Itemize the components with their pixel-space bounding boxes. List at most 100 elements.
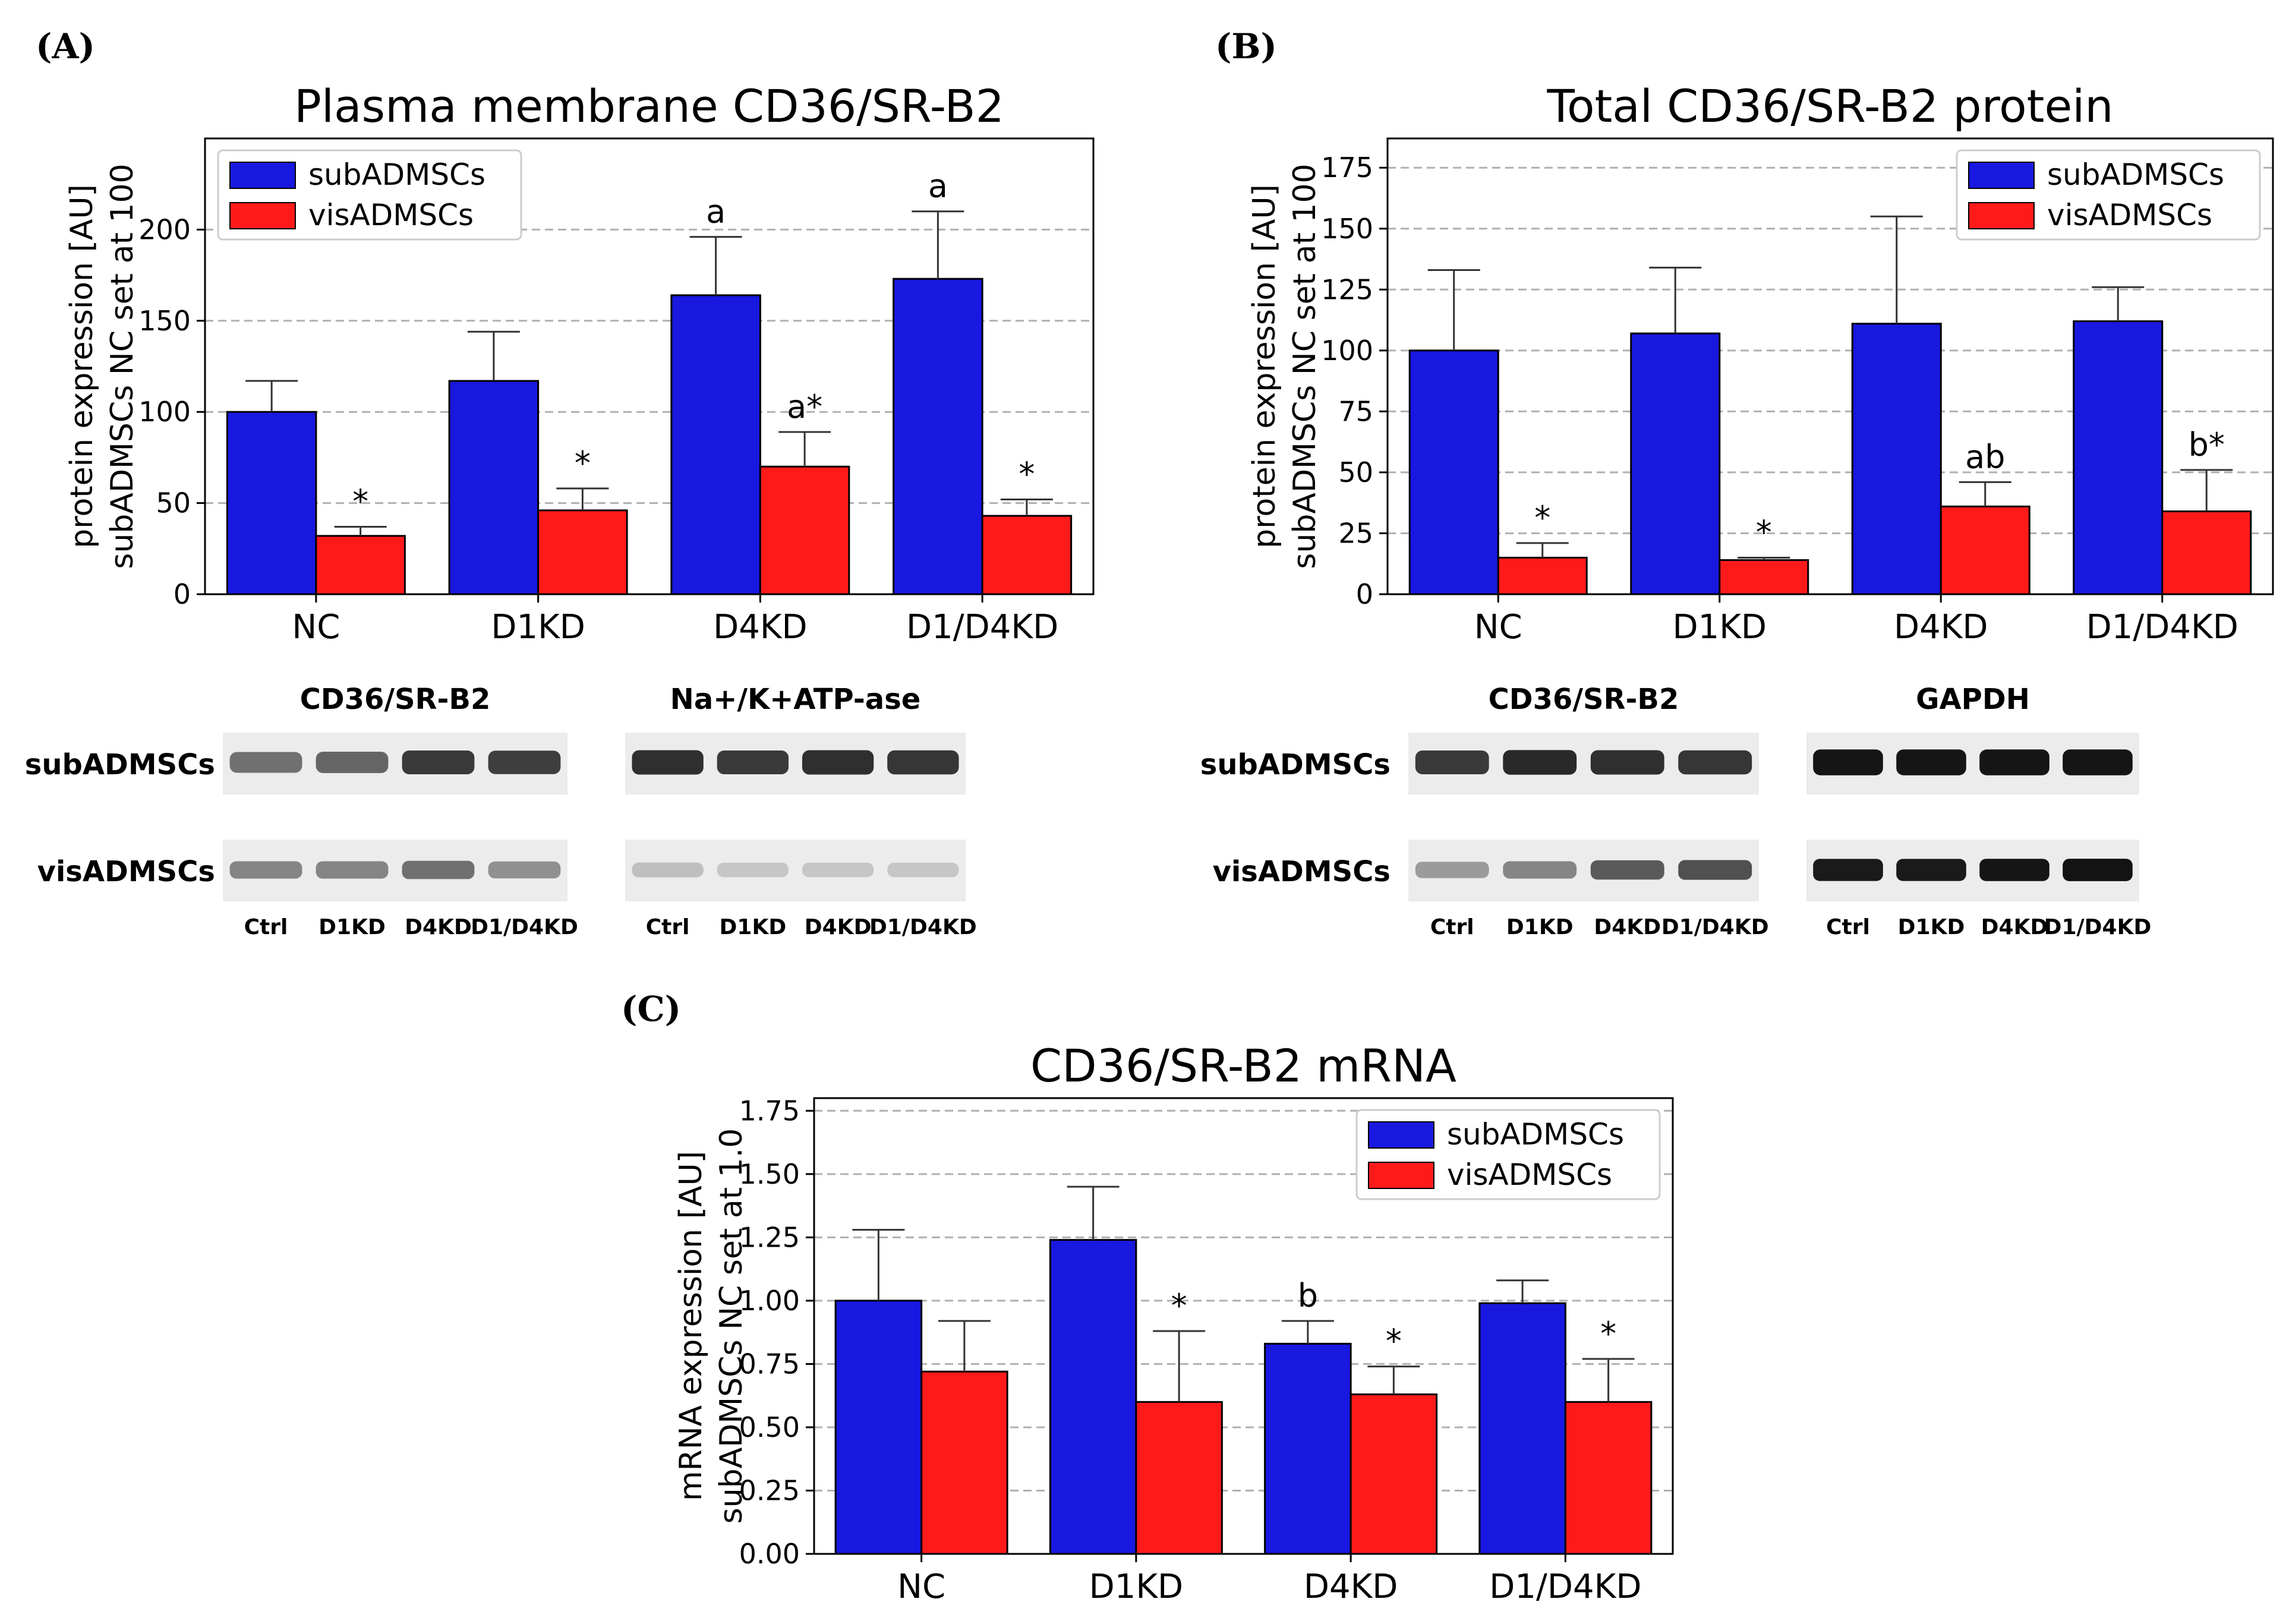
chart-a-xtick-label-d1kd: D1KD <box>491 608 585 647</box>
chart-a-bar-visadmscs-d1kd <box>537 509 628 595</box>
blot-a-group-na-k-atp-ase-band-vis-d1-d4kd <box>887 862 959 878</box>
chart-c-ytick-label: 0.25 <box>739 1474 800 1506</box>
chart-b-ylabel-line-2: subADMSCs NC set at 100 <box>1287 163 1323 569</box>
blot-b-group-gapdh-title: GAPDH <box>1916 683 2030 716</box>
blot-a-row-label-sub: subADMSCs <box>25 748 215 781</box>
blot-a-group-na-k-atp-ase-band-vis-ctrl <box>632 862 704 878</box>
chart-b-bar-subadmscs-d1kd <box>1630 332 1721 595</box>
blot-b-group-cd36-sr-b2-band-vis-d4kd <box>1590 860 1664 880</box>
chart-c-legend-swatch-subadmscs <box>1368 1121 1434 1149</box>
chart-b-ytick-label: 125 <box>1321 273 1373 305</box>
chart-b-xtick-label-d4kd: D4KD <box>1894 608 1988 647</box>
blot-b-group-cd36-sr-b2-lane-label-d1-d4kd: D1/D4KD <box>1661 915 1769 939</box>
chart-c-ytick-label: 0.50 <box>739 1411 800 1443</box>
chart-a-legend-label-subadmscs: subADMSCs <box>308 157 485 192</box>
chart-b-annotation: b* <box>2189 426 2225 463</box>
chart-b-ytick-label: 25 <box>1338 517 1373 549</box>
chart-a-bar-subadmscs-d1kd <box>448 380 540 595</box>
chart-b-legend-swatch-visadmscs <box>1968 202 2035 229</box>
blot-b-group-cd36-sr-b2-band-vis-ctrl <box>1415 862 1489 878</box>
chart-c-title: CD36/SR-B2 mRNA <box>1030 1039 1456 1092</box>
blot-b-group-gapdh-band-vis-ctrl <box>1813 859 1883 881</box>
chart-b-bar-subadmscs-nc <box>1408 349 1499 595</box>
chart-a-legend-swatch-subadmscs <box>229 162 296 189</box>
chart-b-ytick-label: 175 <box>1321 152 1373 184</box>
blot-a-group-na-k-atp-ase-title: Na+/K+ATP-ase <box>670 683 921 716</box>
chart-c-annotation: * <box>1600 1315 1616 1352</box>
chart-a-legend: subADMSCs visADMSCs <box>217 149 522 241</box>
blot-b-group-cd36-sr-b2-lane-label-ctrl: Ctrl <box>1430 915 1474 939</box>
chart-a-xtick-label-d1-d4kd: D1/D4KD <box>906 608 1058 647</box>
chart-c-legend: subADMSCs visADMSCs <box>1355 1109 1661 1200</box>
blot-a-group-na-k-atp-ase-lane-label-d1-d4kd: D1/D4KD <box>869 915 977 939</box>
chart-c: b * * * 0.00 0.25 0.50 0.75 1.00 1.25 1.50 1.75 NC D1… <box>673 1039 1674 1606</box>
chart-a-annotation: * <box>1019 455 1035 493</box>
blot-a-group-cd36-sr-b2-lane-label-d4kd: D4KD <box>405 915 472 939</box>
chart-c-annotation: b <box>1298 1277 1318 1314</box>
blot-b-row-label-sub: subADMSCs <box>1200 748 1390 781</box>
blot-a-group-cd36-sr-b2-band-sub-d1-d4kd <box>488 750 561 774</box>
blot-b-group-gapdh-band-sub-d1kd <box>1896 749 1966 775</box>
blot-a-group-cd36-sr-b2-lane-label-d1kd: D1KD <box>319 915 386 939</box>
chart-a-bar-visadmscs-d1-d4kd <box>981 515 1073 595</box>
chart-b-bar-subadmscs-d1-d4kd <box>2073 320 2164 595</box>
chart-b-ytick-label: 50 <box>1338 456 1373 488</box>
chart-c-axes-frame <box>813 1097 1674 1555</box>
blot-b-group-gapdh-band-sub-ctrl <box>1813 749 1883 775</box>
blot-a-group-cd36-sr-b2-band-vis-d1-d4kd <box>488 861 561 879</box>
chart-b-annotation: * <box>1756 513 1772 551</box>
blot-b-group-gapdh-band-sub-d4kd <box>1979 749 2049 775</box>
blot-a-group-na-k-atp-ase-band-vis-d1kd <box>717 862 789 878</box>
panel-label-b: (B) <box>1215 26 1277 67</box>
chart-b-xtick-label-d1-d4kd: D1/D4KD <box>2086 608 2238 647</box>
chart-c-legend-label-subadmscs: subADMSCs <box>1447 1117 1624 1152</box>
chart-a-bar-visadmscs-d4kd <box>759 465 850 595</box>
chart-c-ytick-label: 1.50 <box>739 1158 800 1190</box>
blot-b-group-gapdh-band-vis-d1-d4kd <box>2063 859 2133 881</box>
chart-a-ylabel-line-1: protein expression [AU] <box>64 184 100 548</box>
panel-label-c: (C) <box>621 989 681 1029</box>
blot-a-group-na-k-atp-ase-lane-label-d1kd: D1KD <box>720 915 787 939</box>
blot-b-group-cd36-sr-b2-band-vis-d1kd <box>1503 861 1577 879</box>
blot-b-group-gapdh-lane-label-d4kd: D4KD <box>1981 915 2048 939</box>
blot-a-group-cd36-sr-b2-band-vis-ctrl <box>229 861 302 879</box>
chart-b-bar-visadmscs-nc <box>1497 556 1588 595</box>
chart-b-legend: subADMSCs visADMSCs <box>1956 149 2261 241</box>
chart-a-annotation: a <box>928 168 948 205</box>
blot-b-group-cd36-sr-b2-band-sub-ctrl <box>1415 750 1489 774</box>
chart-c-ytick-label: 1.25 <box>739 1221 800 1253</box>
chart-b-annotation: ab <box>1965 438 2005 475</box>
chart-b-bar-visadmscs-d1kd <box>1719 559 1809 595</box>
chart-a-xtick-label-d4kd: D4KD <box>713 608 808 647</box>
chart-b-bar-visadmscs-d1-d4kd <box>2161 510 2252 595</box>
chart-b-legend-label-subadmscs: subADMSCs <box>2047 157 2224 192</box>
chart-a-ytick-label: 100 <box>138 396 191 428</box>
chart-c-ylabel-line-1: mRNA expression [AU] <box>673 1151 709 1501</box>
chart-a-ylabel-line-2: subADMSCs NC set at 100 <box>105 163 140 569</box>
blot-a-group-na-k-atp-ase-band-sub-d1-d4kd <box>887 750 959 775</box>
chart-a-xtick-label-nc: NC <box>292 608 340 647</box>
blot-a-group-na-k-atp-ase-lane-label-d4kd: D4KD <box>805 915 872 939</box>
chart-a-annotation: a* <box>787 388 822 425</box>
blot-b-group-cd36-sr-b2-band-sub-d1-d4kd <box>1678 750 1752 775</box>
blot-a-group-cd36-sr-b2-band-vis-d1kd <box>316 861 389 879</box>
chart-a-annotation: * <box>352 483 368 520</box>
chart-c-ytick-label: 0.75 <box>739 1348 800 1380</box>
chart-a-ytick-label: 50 <box>156 487 191 519</box>
blot-a-row-label-vis: visADMSCs <box>37 855 215 888</box>
blot-b-group-cd36-sr-b2-band-vis-d1-d4kd <box>1678 860 1752 880</box>
chart-c-annotation: * <box>1386 1323 1402 1360</box>
chart-c-ylabel-line-2: subADMSCs NC set at 1.0 <box>714 1128 749 1524</box>
blot-b-group-gapdh-band-vis-d4kd <box>1979 859 2049 881</box>
chart-b-legend-label-visadmscs: visADMSCs <box>2047 198 2212 232</box>
blot-b-group-gapdh-lane-label-ctrl: Ctrl <box>1826 915 1870 939</box>
chart-a-ytick-label: 200 <box>138 213 191 245</box>
chart-c-bar-visadmscs-d1-d4kd <box>1564 1401 1653 1555</box>
blot-a-group-na-k-atp-ase-band-sub-d4kd <box>802 750 874 775</box>
chart-a-ytick-label: 150 <box>138 305 191 337</box>
blot-b-group-cd36-sr-b2-lane-label-d1kd: D1KD <box>1506 915 1574 939</box>
blot-a-group-na-k-atp-ase-band-sub-ctrl <box>632 750 704 775</box>
chart-b-axes-frame <box>1386 137 2274 595</box>
chart-b-legend-swatch-subadmscs <box>1968 162 2035 189</box>
